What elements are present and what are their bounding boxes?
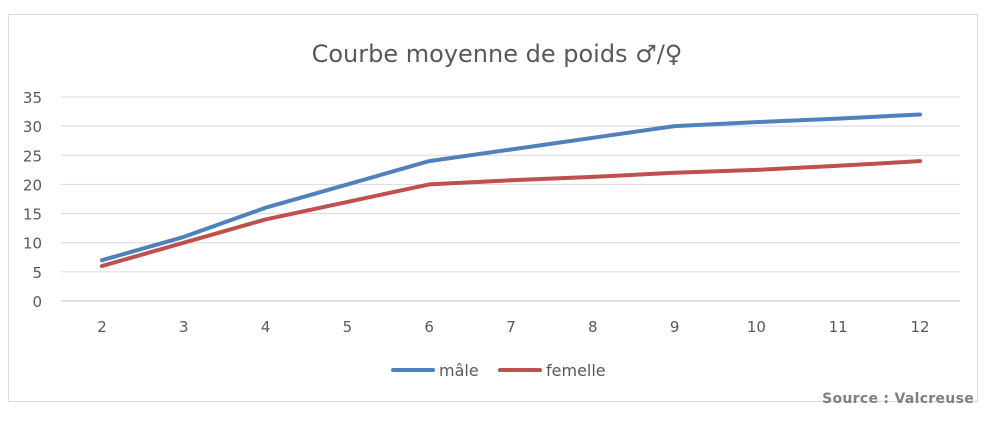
data-point	[919, 113, 921, 115]
y-tick-label: 0	[32, 293, 42, 311]
data-point	[674, 172, 676, 174]
x-tick-label: 12	[910, 318, 929, 336]
data-point	[674, 125, 676, 127]
x-tick-label: 4	[261, 318, 271, 336]
y-tick-label: 10	[23, 235, 42, 253]
y-tick-label: 20	[23, 176, 42, 194]
data-point	[183, 236, 185, 238]
x-tick-label: 5	[343, 318, 353, 336]
data-point	[592, 137, 594, 139]
x-tick-label: 8	[588, 318, 598, 336]
y-tick-label: 30	[23, 118, 42, 136]
data-point	[755, 169, 757, 171]
y-tick-label: 25	[23, 147, 42, 165]
data-point	[837, 165, 839, 167]
source-label: Source : Valcreuse	[822, 391, 974, 407]
series-lines	[100, 112, 922, 268]
x-tick-label: 2	[97, 318, 107, 336]
legend-label: mâle	[439, 361, 479, 380]
data-point	[510, 148, 512, 150]
x-tick-label: 11	[829, 318, 848, 336]
data-point	[837, 118, 839, 120]
data-point	[510, 179, 512, 181]
x-tick-label: 9	[670, 318, 680, 336]
data-point	[346, 183, 348, 185]
data-point	[755, 121, 757, 123]
x-axis-ticks: 2 3 4 5 6 7 8 9 10 11 12	[97, 318, 929, 336]
gridlines	[61, 96, 960, 302]
y-axis-ticks: 0 5 10 15 20 25 30 35	[23, 89, 42, 311]
data-point	[428, 160, 430, 162]
data-point	[101, 259, 103, 261]
data-point	[183, 242, 185, 244]
legend: mâle femelle	[391, 361, 606, 380]
chart-title: Courbe moyenne de poids ♂/♀	[312, 40, 683, 68]
data-point	[265, 218, 267, 220]
data-point	[346, 201, 348, 203]
data-point	[265, 207, 267, 209]
data-point	[592, 176, 594, 178]
y-tick-label: 35	[23, 89, 42, 107]
y-tick-label: 5	[32, 264, 42, 282]
legend-label: femelle	[546, 361, 606, 380]
series-line-0	[100, 112, 922, 263]
data-point	[101, 265, 103, 267]
x-tick-label: 3	[179, 318, 189, 336]
data-point	[428, 183, 430, 185]
y-tick-label: 15	[23, 206, 42, 224]
x-tick-label: 7	[506, 318, 516, 336]
x-tick-label: 6	[424, 318, 434, 336]
chart-frame	[8, 14, 978, 402]
x-tick-label: 10	[747, 318, 766, 336]
data-point	[919, 160, 921, 162]
